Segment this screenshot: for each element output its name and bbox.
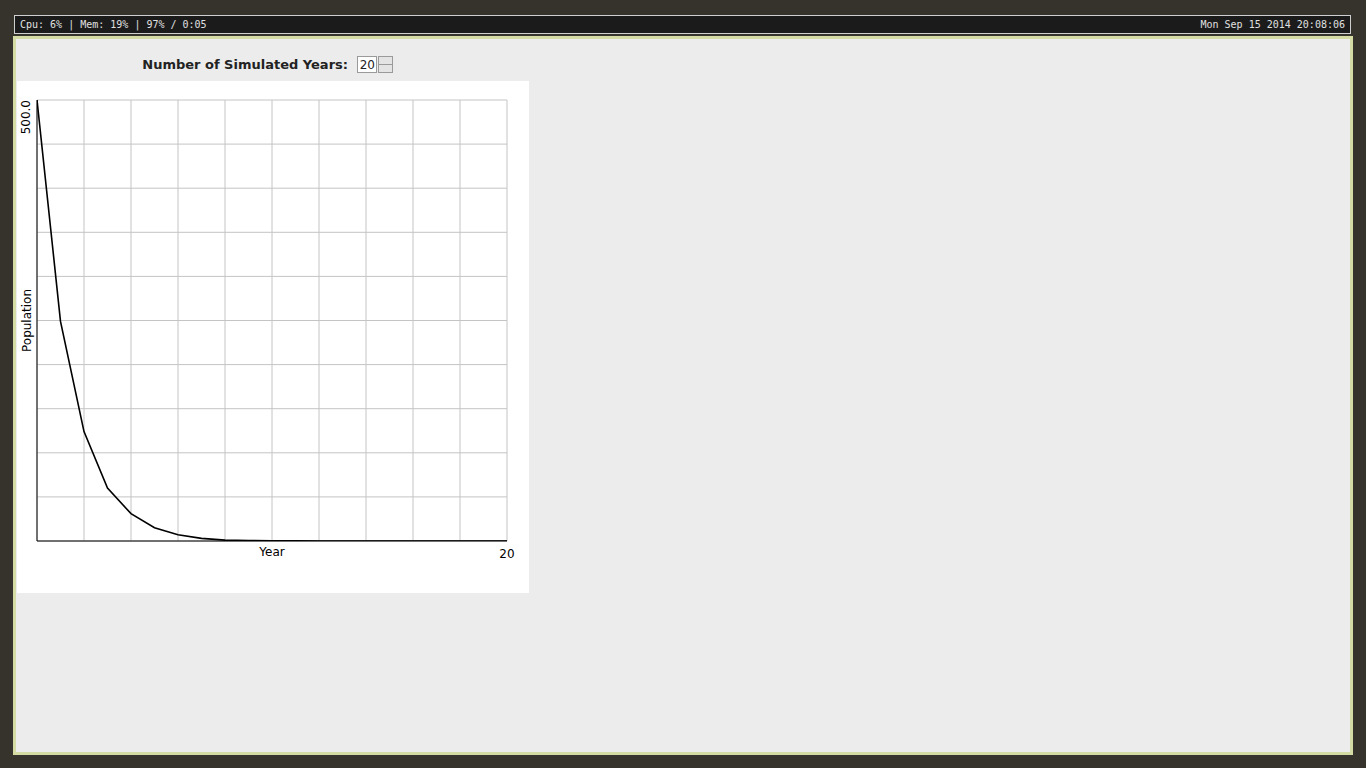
html-text:Cpu: 6% | Mem: 19% | 97% / 0:0: Cpu: 6% | Mem: 19% | 97% / 0:05 bbox=[20, 19, 207, 30]
svg-text:Population: Population bbox=[20, 289, 34, 352]
svg-text:20: 20 bbox=[499, 547, 514, 561]
svg-text:500.0: 500.0 bbox=[19, 100, 33, 134]
svg-text:Year: Year bbox=[258, 545, 284, 559]
html-text:Number of Simulated Years:: Number of Simulated Years: bbox=[142, 57, 348, 72]
html-text:20: 20 bbox=[359, 58, 375, 72]
html-text:Mon Sep 15 2014 20:08:06: Mon Sep 15 2014 20:08:06 bbox=[1200, 19, 1345, 30]
